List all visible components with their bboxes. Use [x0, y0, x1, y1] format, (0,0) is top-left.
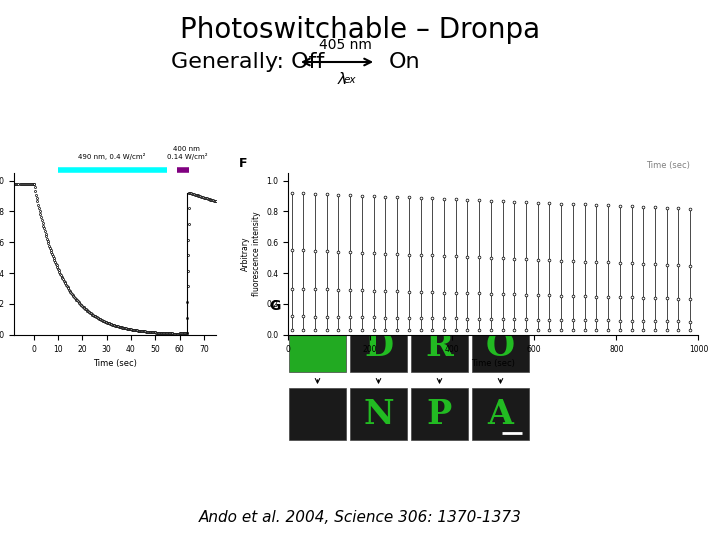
Text: Ando et al. 2004, Science 306: 1370-1373: Ando et al. 2004, Science 306: 1370-1373	[199, 510, 521, 525]
Text: Time (sec): Time (sec)	[647, 160, 690, 170]
Text: N: N	[363, 397, 394, 430]
Text: P: P	[427, 397, 452, 430]
Bar	[289, 320, 346, 372]
Text: G: G	[269, 299, 281, 313]
Bar	[472, 320, 529, 372]
Bar	[411, 388, 468, 440]
Text: R: R	[426, 329, 454, 362]
Y-axis label: Arbitrary
fluorescence intensity: Arbitrary fluorescence intensity	[241, 212, 261, 296]
Bar	[350, 320, 407, 372]
Bar	[350, 388, 407, 440]
Bar	[472, 388, 529, 440]
Text: On: On	[390, 52, 420, 72]
X-axis label: Time (sec): Time (sec)	[94, 359, 137, 368]
Text: 405 nm: 405 nm	[318, 38, 372, 52]
Bar	[289, 388, 346, 440]
X-axis label: Time (sec): Time (sec)	[472, 359, 515, 368]
Text: 490 nm, 0.4 W/cm²: 490 nm, 0.4 W/cm²	[78, 153, 145, 160]
Text: A: A	[487, 397, 513, 430]
Text: O: O	[486, 329, 515, 362]
Text: 400 nm
0.14 W/cm²: 400 nm 0.14 W/cm²	[166, 146, 207, 160]
Text: F: F	[239, 157, 247, 170]
Text: Generally: Off: Generally: Off	[171, 52, 325, 72]
Text: λ: λ	[338, 72, 346, 87]
Text: Photoswitchable – Dronpa: Photoswitchable – Dronpa	[180, 16, 540, 44]
Bar	[411, 320, 468, 372]
Text: D: D	[364, 329, 393, 362]
Text: ex: ex	[343, 75, 356, 85]
